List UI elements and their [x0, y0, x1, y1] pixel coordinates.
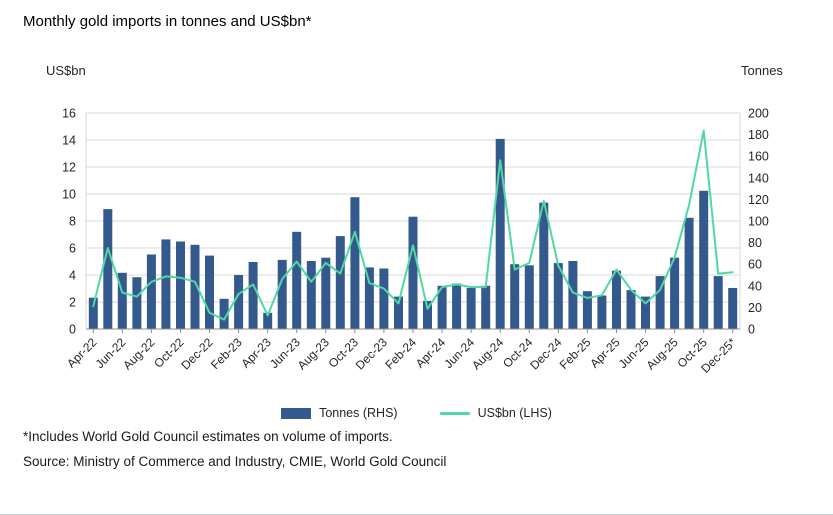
svg-text:40: 40: [748, 279, 762, 293]
right-axis-unit-label: Tonnes: [741, 63, 783, 78]
svg-text:Aug-24: Aug-24: [469, 335, 506, 372]
svg-text:20: 20: [748, 301, 762, 315]
svg-text:100: 100: [748, 215, 769, 229]
svg-text:Apr-25: Apr-25: [587, 335, 623, 371]
legend-item-tonnes: Tonnes (RHS): [281, 406, 398, 420]
svg-text:4: 4: [69, 269, 76, 283]
usdbn-line-swatch-icon: [439, 411, 470, 415]
svg-text:Feb-25: Feb-25: [557, 335, 594, 372]
x-axis-labels: Apr-22Jun-22Aug-22Oct-22Dec-22Feb-23Apr-…: [64, 329, 739, 376]
svg-text:2: 2: [69, 296, 76, 310]
tonnes-bars: [88, 138, 738, 329]
svg-text:6: 6: [69, 242, 76, 256]
legend-usdbn-label: US$bn (LHS): [477, 406, 552, 420]
chart-legend: Tonnes (RHS) US$bn (LHS): [0, 406, 833, 420]
svg-text:0: 0: [69, 323, 76, 337]
source-line: Source: Ministry of Commerce and Industr…: [23, 454, 447, 469]
svg-text:Dec-22: Dec-22: [178, 335, 215, 372]
left-axis-unit-label: US$bn: [46, 63, 86, 78]
usdbn-line: [92, 129, 734, 321]
svg-text:12: 12: [62, 161, 76, 175]
footnote: *Includes World Gold Council estimates o…: [23, 429, 393, 444]
svg-text:Dec-23: Dec-23: [353, 335, 390, 372]
svg-text:Feb-23: Feb-23: [208, 335, 245, 372]
svg-text:120: 120: [748, 193, 769, 207]
svg-text:Aug-23: Aug-23: [295, 335, 332, 372]
svg-text:60: 60: [748, 258, 762, 272]
legend-tonnes-label: Tonnes (RHS): [319, 406, 398, 420]
tonnes-bar-swatch-icon: [281, 407, 312, 419]
svg-text:Aug-25: Aug-25: [643, 335, 680, 372]
svg-text:Dec-24: Dec-24: [527, 335, 564, 372]
svg-text:180: 180: [748, 128, 769, 142]
svg-text:10: 10: [62, 188, 76, 202]
chart-svg: 0246810121416020406080100120140160180200…: [62, 107, 769, 376]
svg-text:80: 80: [748, 236, 762, 250]
chart-title: Monthly gold imports in tonnes and US$bn…: [23, 13, 312, 30]
svg-text:0: 0: [748, 323, 755, 337]
svg-text:Apr-22: Apr-22: [64, 335, 100, 371]
svg-text:160: 160: [748, 150, 769, 164]
svg-text:16: 16: [62, 107, 76, 121]
svg-text:8: 8: [69, 215, 76, 229]
legend-item-usdbn: US$bn (LHS): [439, 406, 552, 420]
svg-text:Apr-23: Apr-23: [238, 335, 274, 371]
svg-text:140: 140: [748, 171, 769, 185]
svg-text:200: 200: [748, 107, 769, 121]
svg-text:Apr-24: Apr-24: [413, 335, 449, 371]
svg-text:Aug-22: Aug-22: [120, 335, 157, 372]
svg-text:Feb-24: Feb-24: [382, 335, 419, 372]
svg-text:14: 14: [62, 134, 76, 148]
